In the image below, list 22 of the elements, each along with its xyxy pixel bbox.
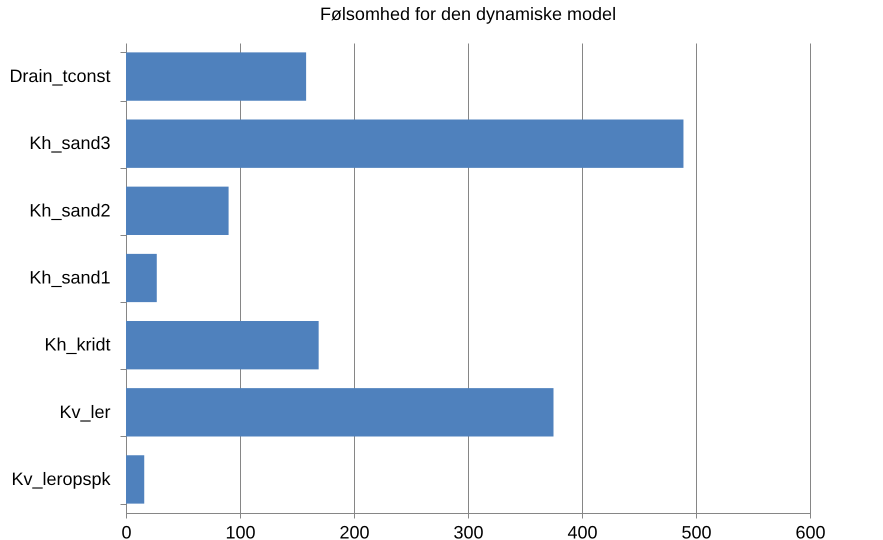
bar [126,186,229,236]
x-tick-label: 600 [795,522,826,540]
y-tick-label: Kh_sand1 [29,268,110,288]
y-tick-label: Kh_sand2 [29,200,110,220]
y-tick-label: Kv_leropspk [11,468,112,489]
bar [126,254,157,302]
bar [126,52,306,101]
y-tick-label: Kv_ler [59,402,110,422]
x-tick-label: 500 [681,522,712,540]
y-tick-label: Kh_kridt [44,334,110,355]
x-tick-label: 400 [567,522,598,540]
chart-title: Følsomhed for den dynamiske model [320,4,616,24]
bar [126,455,144,504]
y-tick-label: Kh_sand3 [29,133,110,154]
bar [126,120,684,168]
x-tick-label: 300 [453,522,484,540]
bar [126,388,554,436]
x-tick-label: 200 [339,522,370,540]
bar [126,320,319,370]
x-tick-label: 100 [225,522,256,540]
y-tick-label: Drain_tconst [9,66,110,86]
x-tick-label: 0 [121,522,132,540]
